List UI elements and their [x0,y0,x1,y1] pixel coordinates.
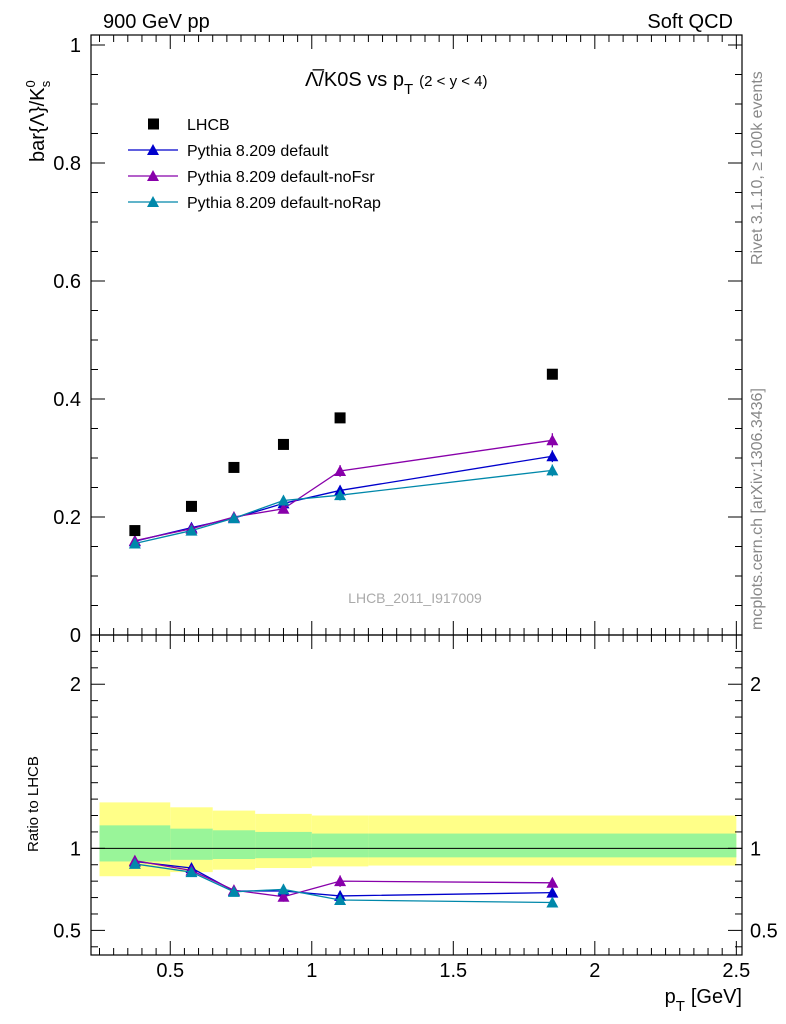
data-point-noRap [128,537,141,549]
x-tick-label: 2.5 [722,960,750,982]
ratio-band-green [170,828,213,860]
lower-y-tick-label: 2 [70,674,81,696]
data-point-noRap [546,464,559,476]
data-point-lhcb [334,412,346,424]
watermark: LHCB_2011_I917009 [348,590,482,606]
legend-label: Pythia 8.209 default-noFsr [187,169,375,186]
ratio-point-noRap [546,896,559,908]
upper-y-tick-label: 0.8 [53,153,81,175]
plot-title-sub: T [404,81,413,98]
x-label-sub: T [676,998,685,1015]
upper-y-label-sub: s [38,80,53,87]
ratio-line-noRap [134,863,553,904]
header-left: 900 GeV pp [103,11,210,33]
lower-y-tick-label-right: 1 [750,838,761,860]
data-point-noFsr [546,434,559,446]
x-tick-label: 1 [306,960,317,982]
plot-title: Λ̅/K0S vs pT (2 < y < 4) [305,68,488,98]
ratio-point-noFsr [334,875,347,887]
ratio-uncertainty-bands [99,802,737,877]
x-label-main: p [665,986,676,1008]
lower-y-tick-label-right: 2 [750,674,761,696]
side-text-bottom: mcplots.cern.ch [arXiv:1306.3436] [749,388,766,630]
data-point-lhcb [277,438,289,450]
lower-y-tick-label-right: 0.5 [750,920,778,942]
lower-y-label: Ratio to LHCB [25,756,42,852]
data-point-noRap [334,489,347,501]
ratio-point-noRap [277,883,290,895]
legend-marker-triangle [147,196,159,207]
lower-marks [128,854,559,908]
ratio-band-green [311,833,369,858]
legend-label: Pythia 8.209 default-noRap [187,195,381,212]
x-label-unit: [GeV] [691,986,742,1008]
ratio-line-noFsr [134,860,553,898]
data-point-default [546,450,559,462]
upper-y-axis: 0 0.2 0.4 0.6 0.8 1 [53,35,742,647]
plot-title-main: Λ̅/K0S vs p [305,68,404,91]
x-tick-label: 2 [589,960,600,982]
data-point-lhcb [546,368,558,380]
ratio-point-noRap [185,866,198,878]
upper-y-tick-label: 0 [70,625,81,647]
series-line-noRap [134,469,553,545]
ratio-band-green [212,830,256,859]
legend-marker-triangle [147,144,159,155]
lower-panel: 0.5 0.5 1 1 2 2 0.5 1 1.5 2 2.5 Ratio to LHCB pT [… [25,634,778,1015]
series-line-noFsr [134,439,553,542]
x-tick-label: 0.5 [156,960,184,982]
lower-y-tick-label: 0.5 [53,920,81,942]
upper-y-label-main: bar{Λ}/K [27,87,49,162]
data-point-lhcb [185,500,197,512]
data-point-noRap [185,524,198,536]
upper-y-tick-label: 1 [70,35,81,57]
upper-y-label-sup: 0 [23,80,38,87]
legend-label: Pythia 8.209 default [187,143,329,160]
ratio-point-default [546,886,559,898]
data-point-noRap [227,512,240,524]
legend-marker-square [148,118,159,130]
ratio-point-noRap [128,857,141,869]
data-point-noFsr [277,502,290,514]
upper-marks [128,368,559,549]
upper-y-tick-label: 0.6 [53,271,81,293]
data-point-lhcb [129,525,141,537]
upper-y-label: bar{Λ}/K0s [23,80,53,162]
lower-x-axis: 0.5 1 1.5 2 2.5 [98,635,750,982]
data-point-lhcb [228,461,240,473]
upper-y-tick-label: 0.2 [53,507,81,529]
lower-y-axis: 0.5 0.5 1 1 2 2 [53,650,778,948]
ratio-point-noFsr [277,890,290,902]
side-text-top: Rivet 3.1.10, ≥ 100k events [749,71,766,265]
ratio-band-green [255,831,312,859]
lower-y-tick-label: 1 [70,838,81,860]
upper-x-ticks [98,35,737,635]
upper-panel: 0 0.2 0.4 0.6 0.8 1 Λ̅/K0S vs pT (2 < y < 4) b… [23,34,743,647]
x-axis-label: pT [GeV] [665,986,742,1015]
lower-frame [90,634,743,956]
ratio-point-noRap [334,894,347,906]
upper-y-tick-label: 0.4 [53,389,81,411]
legend-label: LHCB [187,117,230,134]
x-tick-label: 1.5 [439,960,467,982]
plot-title-cut: (2 < y < 4) [419,73,487,90]
ratio-band-green [368,833,737,858]
data-point-noFsr [334,464,347,476]
header-right: Soft QCD [647,11,733,33]
ratio-point-noFsr [546,876,559,888]
series-line-default [134,455,553,542]
legend-marker-triangle [147,170,159,181]
data-point-noRap [277,494,290,506]
legend: LHCB Pythia 8.209 default Pythia 8.209 def… [128,117,381,212]
ratio-point-noRap [227,885,240,897]
